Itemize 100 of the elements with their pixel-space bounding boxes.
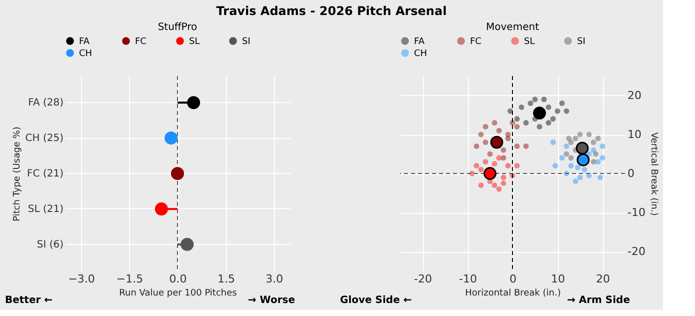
point <box>546 120 552 126</box>
legend-label: CH <box>79 49 92 59</box>
y-axis-title: Pitch Type (Usage %) <box>12 126 22 222</box>
point <box>546 104 552 110</box>
point <box>187 96 200 110</box>
point <box>564 108 570 114</box>
point <box>523 143 529 149</box>
point <box>496 186 502 192</box>
point <box>492 120 498 126</box>
point <box>550 116 556 122</box>
point <box>600 155 606 161</box>
point <box>492 182 498 188</box>
point <box>496 155 502 161</box>
y-tick-label: 0 <box>628 167 634 180</box>
y-tick-label: SI (6) <box>36 239 64 250</box>
legend-label: SL <box>189 37 200 47</box>
point <box>600 143 606 149</box>
chart-title: StuffPro <box>158 22 198 33</box>
point <box>500 147 506 153</box>
point <box>541 96 547 102</box>
chart-title: Movement <box>486 22 540 33</box>
point <box>595 159 601 165</box>
y-tick-label: CH (25) <box>25 133 64 144</box>
point <box>576 153 590 166</box>
text: → Worse <box>248 295 296 306</box>
x-tick-label: 0 <box>510 272 516 286</box>
point <box>568 162 574 168</box>
point <box>590 147 596 153</box>
point <box>568 140 574 146</box>
x-tick-label: −3.0 <box>68 272 95 286</box>
y-axis-title: Vertical Break (in.) <box>648 132 658 216</box>
point <box>514 124 520 130</box>
point <box>505 136 511 142</box>
legend-label: FC <box>470 37 482 47</box>
x-tick-label: 0.0 <box>169 272 187 286</box>
point <box>550 140 556 146</box>
point <box>482 159 488 165</box>
point <box>572 178 578 184</box>
point <box>500 180 506 186</box>
point <box>496 128 502 134</box>
point <box>514 162 520 168</box>
point <box>478 166 484 172</box>
point <box>598 174 603 180</box>
point <box>170 166 184 180</box>
text: Travis Adams - 2026 Pitch Arsenal <box>216 4 447 18</box>
x-tick-label: -10 <box>459 272 477 286</box>
point <box>492 161 498 166</box>
point <box>568 155 574 161</box>
point <box>566 136 572 142</box>
legend-label: FA <box>79 37 90 47</box>
point <box>523 120 529 126</box>
point <box>590 159 596 165</box>
x-tick-label: 1.5 <box>217 272 235 286</box>
text: → Arm Side <box>566 295 630 306</box>
y-tick-label: -20 <box>628 245 646 258</box>
legend-label: SL <box>524 37 535 47</box>
point <box>582 166 588 172</box>
point <box>474 162 480 168</box>
x-axis-title: Horizontal Break (in.) <box>465 288 561 298</box>
point <box>564 143 570 149</box>
point <box>528 100 534 106</box>
point <box>572 136 578 142</box>
y-tick-label: SL (21) <box>28 204 64 215</box>
x-tick-label: 10 <box>551 272 565 286</box>
point <box>552 162 558 168</box>
point <box>180 238 194 251</box>
point <box>559 155 565 161</box>
y-tick-label: 20 <box>628 89 642 102</box>
point <box>575 164 580 170</box>
point <box>478 132 484 138</box>
point <box>595 136 601 142</box>
legend-label: FA <box>414 37 426 47</box>
legend-label: FC <box>135 37 146 47</box>
point <box>514 143 520 149</box>
point <box>533 106 546 120</box>
point <box>532 96 538 102</box>
y-tick-label: -10 <box>628 206 646 219</box>
y-tick-label: FC (21) <box>27 168 64 180</box>
point <box>564 151 570 157</box>
point <box>482 124 488 130</box>
x-tick-label: 3.0 <box>266 272 284 286</box>
y-tick-label: 10 <box>628 128 642 141</box>
point <box>554 108 560 114</box>
point <box>500 174 506 180</box>
x-tick-label: 20 <box>596 272 610 286</box>
point <box>482 140 488 146</box>
point <box>586 132 592 138</box>
x-tick-label: −1.5 <box>116 272 144 286</box>
point <box>514 116 520 122</box>
point <box>536 124 542 130</box>
x-tick-label: -20 <box>414 272 432 286</box>
legend-label: SI <box>577 37 586 47</box>
point <box>164 132 178 145</box>
text: Better ← <box>5 295 53 306</box>
legend-label: CH <box>414 49 428 59</box>
point <box>559 100 565 106</box>
point <box>590 140 596 146</box>
point <box>576 142 589 155</box>
point <box>518 104 524 110</box>
y-tick-label: FA (28) <box>28 98 64 109</box>
